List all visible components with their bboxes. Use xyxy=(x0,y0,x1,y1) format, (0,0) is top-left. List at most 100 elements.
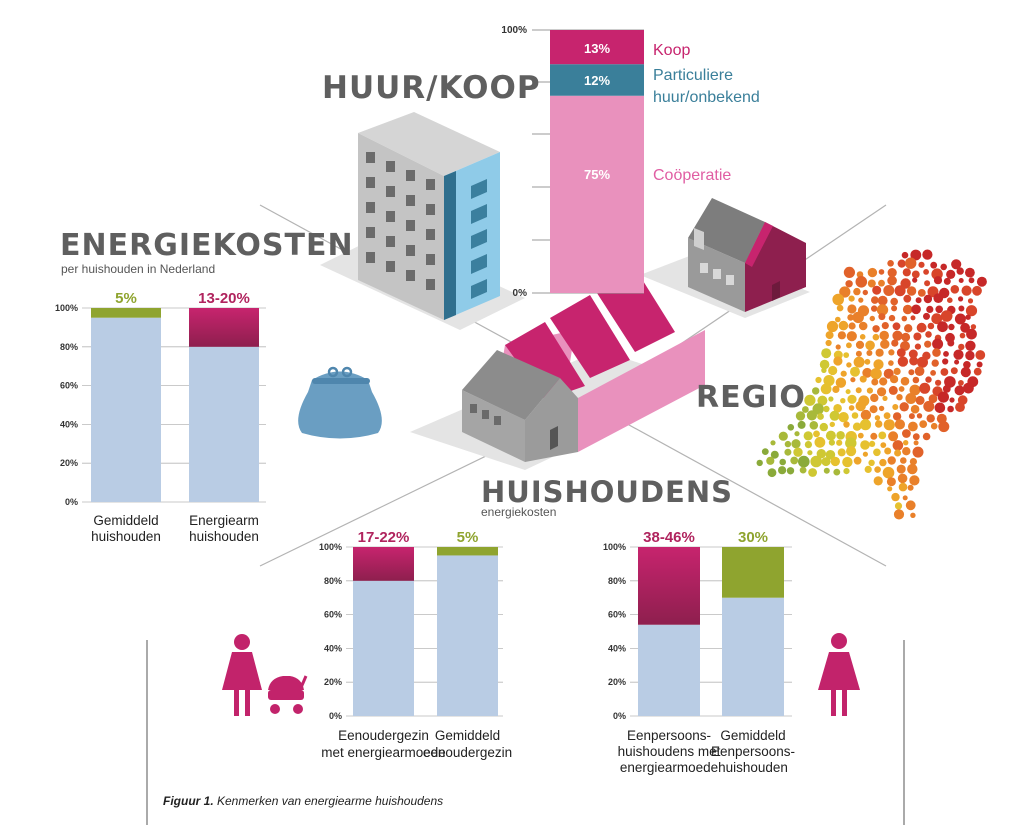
bar-category-label: huishoudens met xyxy=(618,744,721,759)
map-dot xyxy=(892,330,903,341)
map-dot xyxy=(943,277,951,285)
map-dot xyxy=(830,456,840,467)
map-dot xyxy=(879,330,889,341)
map-dot xyxy=(884,447,892,455)
map-dot xyxy=(836,304,844,312)
map-dot xyxy=(893,367,901,375)
map-dot xyxy=(859,375,867,383)
map-dot xyxy=(860,409,872,421)
map-dot xyxy=(850,366,860,377)
map-dot xyxy=(807,450,813,456)
map-dot xyxy=(883,285,895,296)
map-dot xyxy=(870,368,882,380)
tick-label: 60% xyxy=(324,610,342,620)
map-dot xyxy=(793,447,803,457)
map-dot xyxy=(944,376,956,388)
map-dot xyxy=(924,280,931,287)
map-dot xyxy=(931,359,939,367)
bar-category-label: Eenpersoons- xyxy=(627,728,711,743)
bar-base xyxy=(638,624,700,716)
map-dot xyxy=(860,440,870,450)
map-dot xyxy=(874,415,881,421)
map-dot xyxy=(878,431,887,440)
map-dot xyxy=(914,343,922,350)
tick-label: 20% xyxy=(324,677,342,687)
map-dot xyxy=(961,285,972,296)
map-dot xyxy=(862,289,868,296)
map-dot xyxy=(897,259,906,268)
map-dot xyxy=(821,348,832,359)
map-dot xyxy=(935,379,942,386)
row-house-icon xyxy=(410,268,705,470)
bar-base xyxy=(189,346,259,502)
map-dot xyxy=(905,500,916,511)
map-dot xyxy=(873,359,884,370)
mother-with-stroller-icon xyxy=(222,634,308,716)
map-dot xyxy=(900,376,910,386)
map-dot xyxy=(917,289,926,297)
tick-label: 80% xyxy=(324,576,342,586)
map-dot xyxy=(845,280,853,288)
map-dot xyxy=(950,367,958,375)
map-dot xyxy=(908,421,918,432)
map-dot xyxy=(823,375,835,387)
bar-category-label: Gemiddeld xyxy=(720,728,785,743)
map-dot xyxy=(804,441,813,449)
map-dot xyxy=(901,332,911,342)
heading-regio: REGIO xyxy=(696,380,806,415)
map-dot xyxy=(910,404,920,414)
map-dot xyxy=(924,340,932,348)
map-dot xyxy=(972,285,982,296)
map-dot xyxy=(835,316,841,323)
tick-label: 20% xyxy=(608,677,626,687)
tick-label: 100% xyxy=(603,542,626,552)
map-dot xyxy=(810,455,822,468)
map-dot xyxy=(904,324,913,333)
map-dot xyxy=(909,475,920,486)
bar-top xyxy=(437,547,498,556)
map-dot xyxy=(857,432,864,439)
tick-label: 20% xyxy=(60,458,78,468)
tick-label: 0% xyxy=(329,711,342,721)
map-dot xyxy=(892,404,899,410)
map-dot xyxy=(887,486,893,492)
map-dot xyxy=(829,421,835,428)
map-dot xyxy=(872,325,880,333)
map-dot xyxy=(864,465,872,473)
map-dot xyxy=(784,440,792,448)
map-dot xyxy=(963,382,974,394)
map-dot xyxy=(901,315,908,322)
map-dot xyxy=(858,321,868,331)
map-dot xyxy=(916,322,927,333)
map-dot xyxy=(869,405,878,414)
map-dot xyxy=(868,459,875,466)
hk-segment-0 xyxy=(550,95,644,293)
map-dot xyxy=(902,268,911,277)
map-dot xyxy=(878,279,885,287)
bar-base xyxy=(91,317,161,502)
bar-category-label: Gemiddeld xyxy=(93,513,158,528)
map-dot xyxy=(925,331,932,338)
map-dot xyxy=(855,340,865,349)
map-dot xyxy=(770,450,779,459)
map-dot xyxy=(779,458,786,466)
map-dot xyxy=(894,502,903,510)
map-dot xyxy=(864,358,871,365)
bar-category-label: Eenoudergezin xyxy=(338,728,429,743)
hk-tick-100: 100% xyxy=(501,25,527,36)
map-dot xyxy=(876,304,889,316)
map-dot xyxy=(833,356,843,366)
purse-icon xyxy=(298,366,382,439)
map-dot xyxy=(947,297,953,304)
map-dot xyxy=(907,463,918,475)
map-dot xyxy=(802,406,809,413)
map-dot xyxy=(866,387,874,394)
map-dot xyxy=(815,376,822,384)
heading-huur-koop: HUUR/KOOP xyxy=(322,70,541,106)
map-dot xyxy=(855,387,862,394)
map-dot xyxy=(917,356,928,368)
map-dot xyxy=(949,397,955,403)
map-dot xyxy=(891,492,900,502)
huishoudens-subtitle: energiekosten xyxy=(481,505,557,519)
map-dot xyxy=(900,457,907,464)
